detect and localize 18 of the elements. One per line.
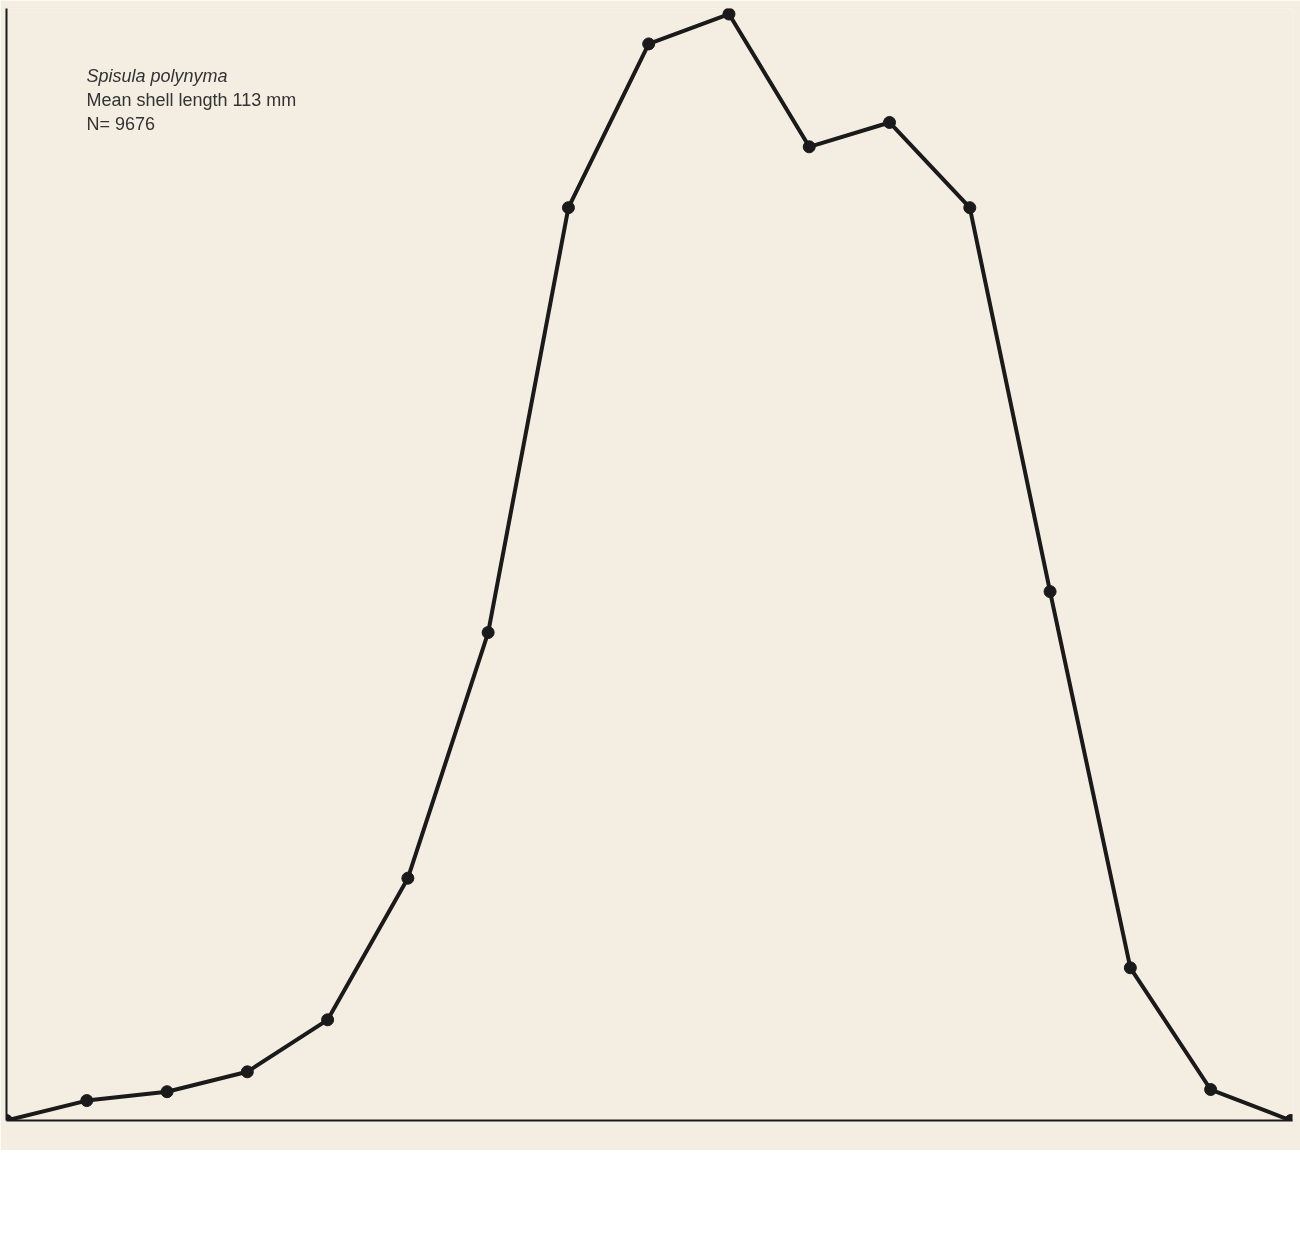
point [722, 8, 736, 21]
point [321, 1013, 335, 1027]
annotation: N= 9676 [86, 113, 156, 134]
point [1043, 585, 1057, 599]
point [240, 1065, 254, 1079]
point [963, 201, 977, 215]
point [80, 1094, 94, 1108]
annotation: Mean shell length 113 mm [86, 89, 297, 110]
annotation: Spisula polynyma [86, 65, 228, 86]
point [401, 871, 415, 885]
point [1123, 961, 1137, 975]
point [802, 140, 816, 154]
point [561, 201, 575, 215]
point [883, 115, 897, 129]
point [642, 37, 656, 51]
point [1204, 1083, 1218, 1097]
point [160, 1085, 174, 1099]
point [481, 626, 495, 640]
